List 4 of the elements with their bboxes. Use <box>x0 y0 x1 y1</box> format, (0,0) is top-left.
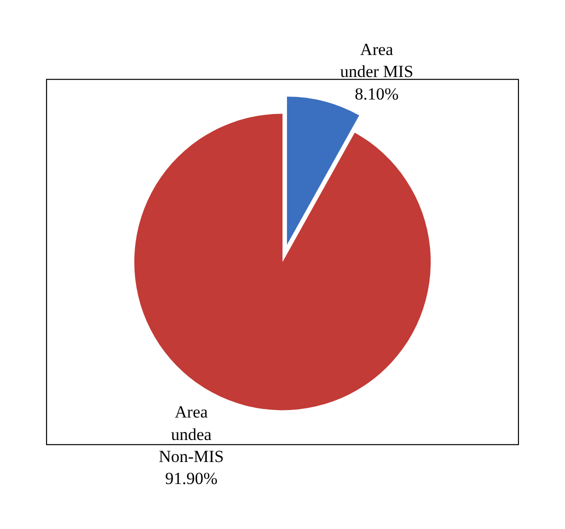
data-label: 91.90% <box>165 469 218 488</box>
slice-label: Area undea Non-MIS <box>158 402 224 466</box>
data-label: 8.10% <box>354 84 399 104</box>
slice-label: Area under MIS <box>340 40 414 82</box>
